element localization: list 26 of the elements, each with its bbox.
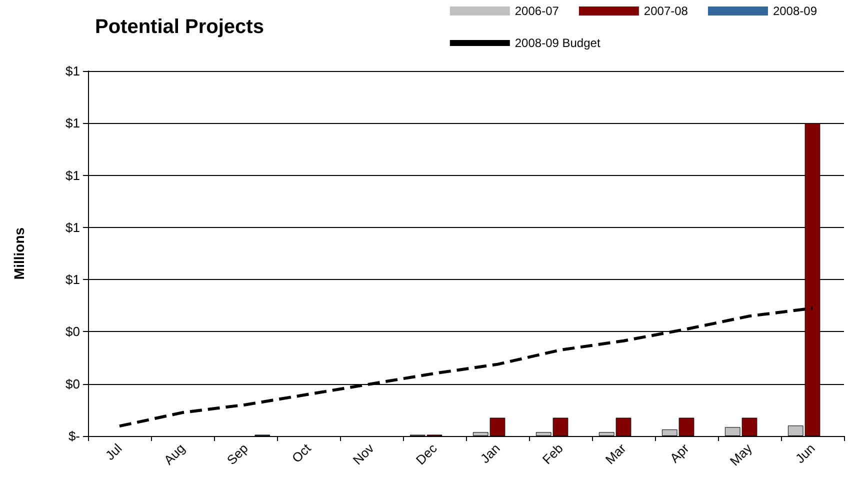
x-tick-label: Oct xyxy=(288,440,314,466)
x-tick-label: May xyxy=(726,440,756,469)
x-tick-label: Aug xyxy=(160,440,188,468)
x-tick-label: Jan xyxy=(477,440,503,466)
y-tick-label: $- xyxy=(68,428,80,444)
chart-title: Potential Projects xyxy=(95,16,264,38)
legend-label: 2008-09 Budget xyxy=(514,36,601,50)
x-tick-label: Jul xyxy=(102,440,125,464)
y-tick-label: $1 xyxy=(66,64,80,78)
legend-label: 2007-08 xyxy=(644,4,688,18)
y-tick-label: $1 xyxy=(66,272,80,288)
y-axis-title: Millions xyxy=(11,227,27,280)
y-tick-label: $1 xyxy=(66,220,80,235)
x-tick-label: Jun xyxy=(792,440,818,466)
y-tick-label: $0 xyxy=(66,324,80,340)
y-tick-label: $1 xyxy=(66,168,80,183)
x-tick-label: Apr xyxy=(666,440,692,466)
y-tick-label: $1 xyxy=(66,116,80,131)
x-tick-label: Sep xyxy=(224,440,251,468)
x-tick-label: Nov xyxy=(350,440,378,468)
x-tick-label: Mar xyxy=(602,440,630,468)
y-tick-label: $0 xyxy=(66,376,80,392)
x-tick-label: Feb xyxy=(539,440,566,468)
x-tick-label: Dec xyxy=(412,440,440,468)
legend-label: 2008-09 xyxy=(772,4,818,18)
legend-label: 2006-07 xyxy=(514,4,560,18)
